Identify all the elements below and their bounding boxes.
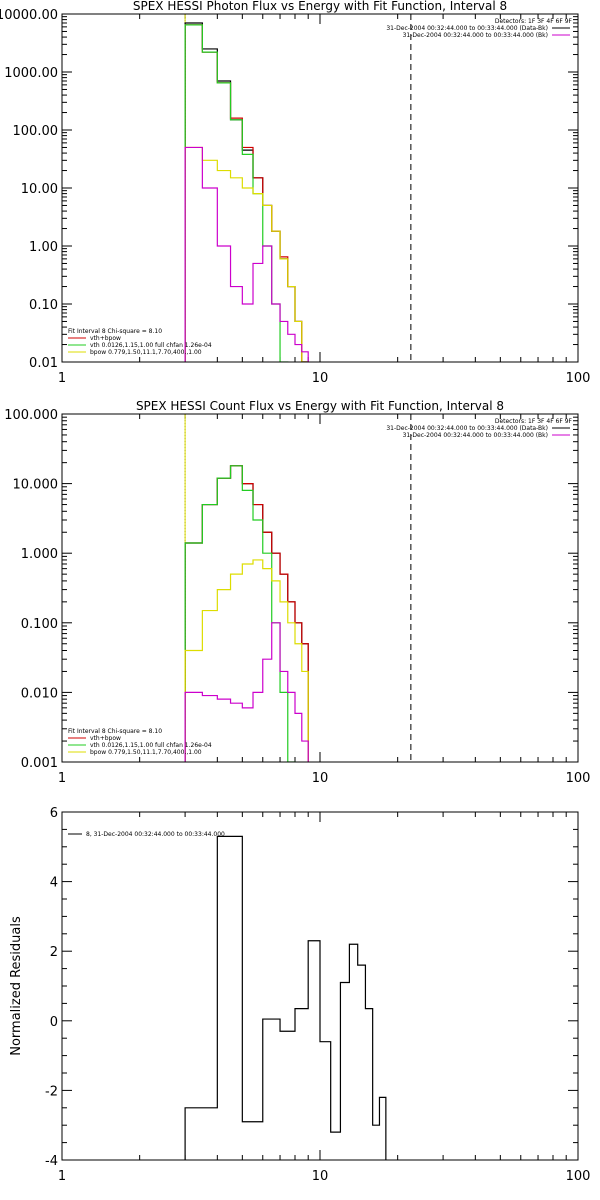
x-tick-label: 1 xyxy=(58,771,66,786)
y-tick-label: 2 xyxy=(50,945,58,960)
x-tick-label: 1 xyxy=(58,1169,66,1184)
series-2 xyxy=(184,465,296,762)
plot-frame xyxy=(61,13,579,363)
y-tick-label: 0.10 xyxy=(29,298,58,313)
legend-top-right-item: Detectors: 1F 3F 4F 6F 9F xyxy=(495,18,573,25)
x-tick-label: 100 xyxy=(566,771,591,786)
y-tick-label: 0.010 xyxy=(21,686,58,701)
y-tick-label: 1000.00 xyxy=(4,66,58,81)
chart-photon: SPEX HESSI Photon Flux vs Energy with Fi… xyxy=(0,0,590,386)
x-tick-label: 1 xyxy=(58,371,66,386)
series-0 xyxy=(184,465,309,762)
y-tick-label: -4 xyxy=(45,1154,58,1169)
y-tick-label: 4 xyxy=(50,876,58,891)
chart-residuals: Normalized Residuals 1 10 100 -4 -2 0 2 4 6 8, 31-… xyxy=(9,806,590,1184)
y-tick-label: 10.00 xyxy=(21,182,58,197)
y-tick-label: 6 xyxy=(50,806,58,821)
legend-bottom-left-item: bpow 0.779,1.50,11.1,7.70,400.,1.00 xyxy=(90,349,202,356)
plot-frame xyxy=(61,413,579,763)
series-4 xyxy=(184,146,309,362)
x-tick-label: 100 xyxy=(566,1169,591,1184)
y-axis-label: Normalized Residuals xyxy=(9,916,24,1056)
legend-bottom-left-item: Fit Interval 8 Chi-square = 8.10 xyxy=(68,728,162,735)
legend-top-right-item: 31-Dec-2004 00:32:44.000 to 00:33:44.000… xyxy=(386,25,548,32)
y-tick-label: 0.01 xyxy=(29,356,58,371)
series-3 xyxy=(184,146,309,362)
legend-top-right-item: 31-Dec-2004 00:32:44.000 to 00:33:44.000… xyxy=(403,32,548,39)
series-3 xyxy=(184,559,309,762)
x-tick-label: 10 xyxy=(312,1169,329,1184)
legend-bottom-left-item: vth 0.0126,1.15,1.00 full chfan 1.26e-04 xyxy=(90,742,212,749)
legend-top-left-item: 8, 31-Dec-2004 00:32:44.000 to 00:33:44.… xyxy=(86,831,225,838)
legend-bottom-left-item: bpow 0.779,1.50,11.1,7.70,400.,1.00 xyxy=(90,749,202,756)
legend-bottom-left-item: vth+bpow xyxy=(90,335,121,342)
x-tick-label: 100 xyxy=(566,371,591,386)
legend-bottom-left-item: Fit Interval 8 Chi-square = 8.10 xyxy=(68,328,162,335)
y-tick-label: 100.000 xyxy=(4,408,58,423)
chart-title: SPEX HESSI Photon Flux vs Energy with Fi… xyxy=(133,0,507,13)
series-4 xyxy=(184,622,309,762)
chart-count: SPEX HESSI Count Flux vs Energy with Fit… xyxy=(4,399,590,786)
legend-bottom-left-item: vth 0.0126,1.15,1.00 full chfan 1.26e-04 xyxy=(90,342,212,349)
legend-top-right-item: 31-Dec-2004 00:32:44.000 to 00:33:44.000… xyxy=(386,425,548,432)
legend-top-right-item: Detectors: 1F 3F 4F 6F 9F xyxy=(495,418,573,425)
y-tick-label: 0.100 xyxy=(21,617,58,632)
y-tick-label: 0.001 xyxy=(21,756,58,771)
y-tick-label: -2 xyxy=(45,1084,58,1099)
y-tick-label: 0 xyxy=(50,1015,58,1030)
plot-area xyxy=(184,22,309,362)
series-1 xyxy=(184,465,309,762)
series-1 xyxy=(184,24,309,362)
chart-title: SPEX HESSI Count Flux vs Energy with Fit… xyxy=(136,399,504,413)
series-2 xyxy=(184,24,289,362)
legend-top-right-item: 31-Dec-2004 00:32:44.000 to 00:33:44.000… xyxy=(403,432,548,439)
y-tick-label: 10.000 xyxy=(13,478,59,493)
plot-area xyxy=(184,465,309,762)
y-tick-label: 100.00 xyxy=(13,124,59,139)
y-tick-label: 10000.00 xyxy=(0,8,58,23)
legend-bottom-left-item: vth+bpow xyxy=(90,735,121,742)
series-0 xyxy=(184,22,309,362)
plot-frame xyxy=(61,811,579,1161)
y-tick-label: 1.000 xyxy=(21,547,58,562)
x-tick-label: 10 xyxy=(312,771,329,786)
y-tick-label: 1.00 xyxy=(29,240,58,255)
series-0 xyxy=(184,835,387,1160)
x-tick-label: 10 xyxy=(312,371,329,386)
plot-area xyxy=(184,835,387,1160)
